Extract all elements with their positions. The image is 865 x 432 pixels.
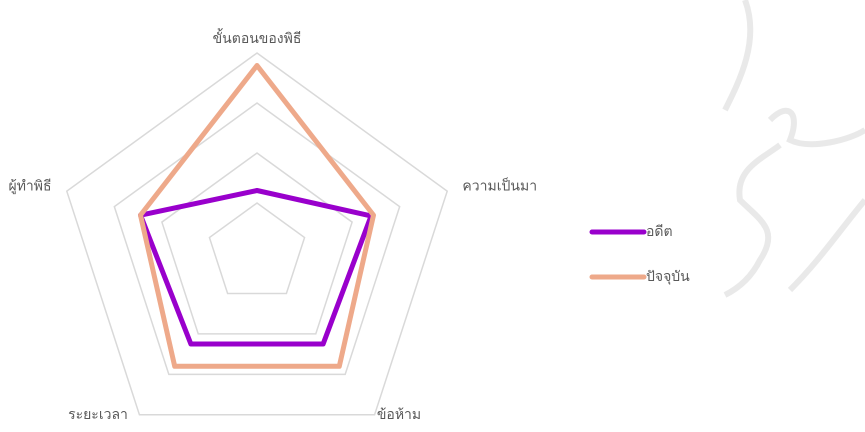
watermark	[725, 0, 865, 295]
axis-label: ขั้นตอนของพิธี	[213, 28, 302, 47]
legend-label: ปัจจุบัน	[646, 269, 690, 285]
chart: ขั้นตอนของพิธีความเป็นมาข้อห้าม ระยะเวลา ผ…	[0, 0, 865, 428]
axis-label: ความเป็นมา	[462, 176, 537, 194]
axis-label: ระยะเวลา	[68, 407, 128, 423]
grid-ring	[209, 203, 304, 293]
legend-label: อดีต	[646, 224, 673, 240]
series-line	[140, 66, 373, 367]
axis-label: ผู้ทำพิธี	[8, 178, 51, 194]
page: {"chart_data": {"type": "radar", "catego…	[0, 0, 865, 428]
grid-ring	[162, 153, 352, 334]
series-line	[140, 191, 371, 345]
axis-label: ข้อห้าม	[377, 407, 421, 423]
